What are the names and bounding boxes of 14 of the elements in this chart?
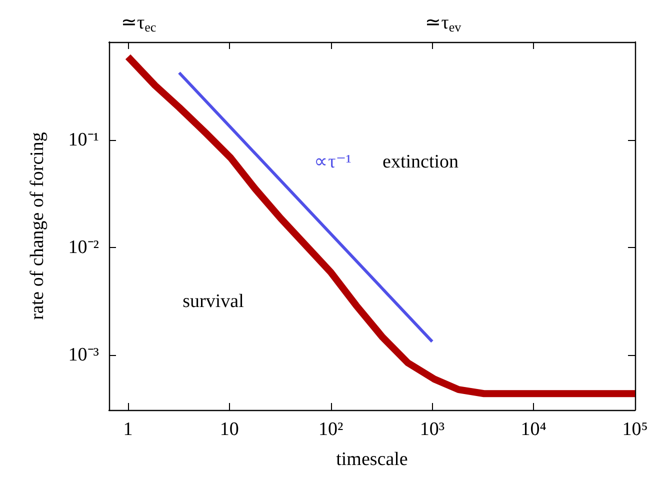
annotation: extinction xyxy=(382,151,459,172)
x-axis-title: timescale xyxy=(336,449,408,470)
x-tick-label: 10³ xyxy=(420,419,445,440)
x-tick-label: 1 xyxy=(123,419,133,440)
y-tick-label: 10⁻² xyxy=(68,237,100,258)
annotation: ∝τ⁻¹ xyxy=(314,151,352,172)
y-tick-label: 10⁻¹ xyxy=(68,129,100,150)
x-tick-label: 10⁵ xyxy=(622,419,648,440)
x-tick-label: 10² xyxy=(318,419,344,440)
y-tick-label: 10⁻³ xyxy=(68,344,100,366)
x-tick-label: 10⁴ xyxy=(520,419,547,440)
x-tick-label: 10 xyxy=(220,419,239,440)
y-axis-title: rate of change of forcing xyxy=(27,132,48,320)
annotation: survival xyxy=(182,291,244,312)
